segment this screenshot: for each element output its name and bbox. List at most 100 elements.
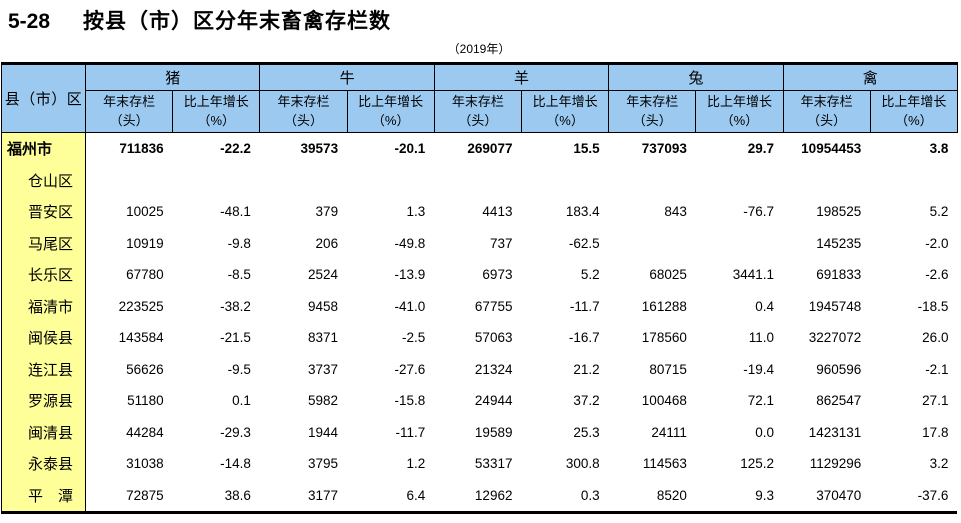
cell-value: 19589 [474,424,513,440]
table-row: 永泰县 31038 -14.8 3795 1.2 53317 300.8 114563 125.… [1,448,958,480]
cell-value [86,165,173,197]
subheader-cattle-stock: 年末存栏 （头） [259,90,348,133]
cell-value: -20.1 [394,141,426,157]
row-label: 闽侯县 [1,322,86,354]
cell-value: 6.4 [406,487,426,503]
cell-value: 67780 [126,267,164,283]
cell-value: 1423131 [808,424,862,440]
cell-value: 960596 [816,361,862,377]
cell-value: 12962 [474,487,513,503]
cell-value: -19.4 [743,361,775,377]
cell-value: -48.1 [220,204,251,220]
cell-value: 21324 [474,361,513,377]
cell-value: 29.7 [747,141,775,157]
cell-value: 38.6 [224,487,251,503]
cell-value: -11.7 [395,424,426,440]
row-label: 平 潭 [1,479,86,513]
cell-value [783,165,870,197]
cell-value: 3.8 [929,141,949,157]
cell-value: -9.5 [227,361,251,377]
cell-value [173,165,260,197]
cell-value [347,165,434,197]
cell-value: -29.3 [220,424,251,440]
subheader-poultry-stock: 年末存栏 （头） [782,90,871,133]
row-label: 福州市 [1,132,86,165]
cell-value: -22.2 [220,141,251,157]
cell-value: -21.5 [220,330,251,346]
cell-value: 2524 [308,267,339,283]
table-row: 闽清县 44284 -29.3 1944 -11.7 19589 25.3 24111 0.0 1… [1,416,958,448]
page-title: 按县（市）区分年末畜禽存栏数 [83,10,392,33]
cell-value: 0.1 [232,393,251,409]
cell-value: 3177 [308,487,339,503]
group-header-cattle: 牛 [259,63,435,91]
cell-value: -41.0 [394,298,426,314]
table-row: 平 潭 72875 38.6 3177 6.4 12962 0.3 8520 9.3 370470… [1,479,958,513]
cell-value: 27.1 [922,393,949,409]
subheader-rabbit-growth: 比上年增长 （%） [695,90,784,133]
cell-value: 10919 [126,235,164,251]
cell-value: 0.3 [580,487,600,503]
cell-value: -13.9 [394,267,426,283]
page-title-row: 5-28 按县（市）区分年末畜禽存栏数 [8,5,391,35]
cell-value: 9458 [308,298,339,314]
cell-value: 72875 [126,487,164,503]
row-label: 闽清县 [1,416,86,448]
row-label: 晋安区 [1,196,86,228]
table-row: 马尾区 10919 -9.8 206 -49.8 737 -62.5 145235 -2.0 [1,227,958,259]
cell-value: -9.8 [227,235,251,251]
cell-value: 17.8 [922,424,949,440]
cell-value: 57063 [474,330,513,346]
cell-value: 72.1 [747,393,775,409]
cell-value: 0.4 [755,298,775,314]
cell-value: 737093 [641,141,687,157]
cell-value: 691833 [816,267,862,283]
cell-value: 15.5 [573,141,600,157]
cell-value [521,165,608,197]
cell-value: 31038 [126,456,164,472]
subheader-cattle-growth: 比上年增长 （%） [346,90,435,133]
group-header-pig: 猪 [84,63,261,91]
cell-value: -14.8 [220,456,251,472]
subheader-pig-growth: 比上年增长 （%） [172,90,261,133]
cell-value: 862547 [816,393,862,409]
cell-value: -62.5 [568,235,600,251]
cell-value: 370470 [816,487,862,503]
cell-value [434,165,521,197]
table-row: 罗源县 51180 0.1 5982 -15.8 24944 37.2 100468 72.1 8… [1,385,958,417]
cell-value: 379 [315,204,339,220]
cell-value: -49.8 [394,235,426,251]
cell-value: -16.7 [568,330,600,346]
subheader-rabbit-stock: 年末存栏 （头） [608,90,697,133]
cell-value: 37.2 [573,393,600,409]
row-label: 马尾区 [1,227,86,259]
row-label: 长乐区 [1,259,86,291]
cell-value: 10025 [126,204,164,220]
cell-value: 5.2 [580,267,600,283]
cell-value: -2.5 [402,330,426,346]
row-label: 罗源县 [1,385,86,417]
cell-value: 843 [664,204,687,220]
cell-value: 3227072 [808,330,862,346]
table-row: 长乐区 67780 -8.5 2524 -13.9 6973 5.2 68025 3441.1 6… [1,259,958,291]
cell-value [609,165,696,197]
subheader-pig-stock: 年末存栏 （头） [84,90,174,133]
cell-value: 9.3 [755,487,775,503]
year-note: （2019年） [447,42,511,56]
cell-value: 44284 [126,424,164,440]
cell-value: 8520 [656,487,687,503]
cell-value: 161288 [641,298,687,314]
cell-value: -11.7 [569,298,600,314]
cell-value: 4413 [482,204,513,220]
cell-value: 56626 [126,361,164,377]
group-header-poultry: 禽 [782,63,958,91]
table-row: 闽侯县 143584 -21.5 8371 -2.5 57063 -16.7 178560 11… [1,322,958,354]
cell-value: 51180 [127,393,164,409]
table-row: 连江县 56626 -9.5 3737 -27.6 21324 21.2 80715 -19.4… [1,353,958,385]
row-label: 仓山区 [1,164,86,196]
cell-value: 80715 [649,361,687,377]
cell-value: 5982 [308,393,339,409]
cell-value: 1.3 [406,204,426,220]
subheader-poultry-growth: 比上年增长 （%） [869,90,958,133]
row-label: 福清市 [1,290,86,322]
